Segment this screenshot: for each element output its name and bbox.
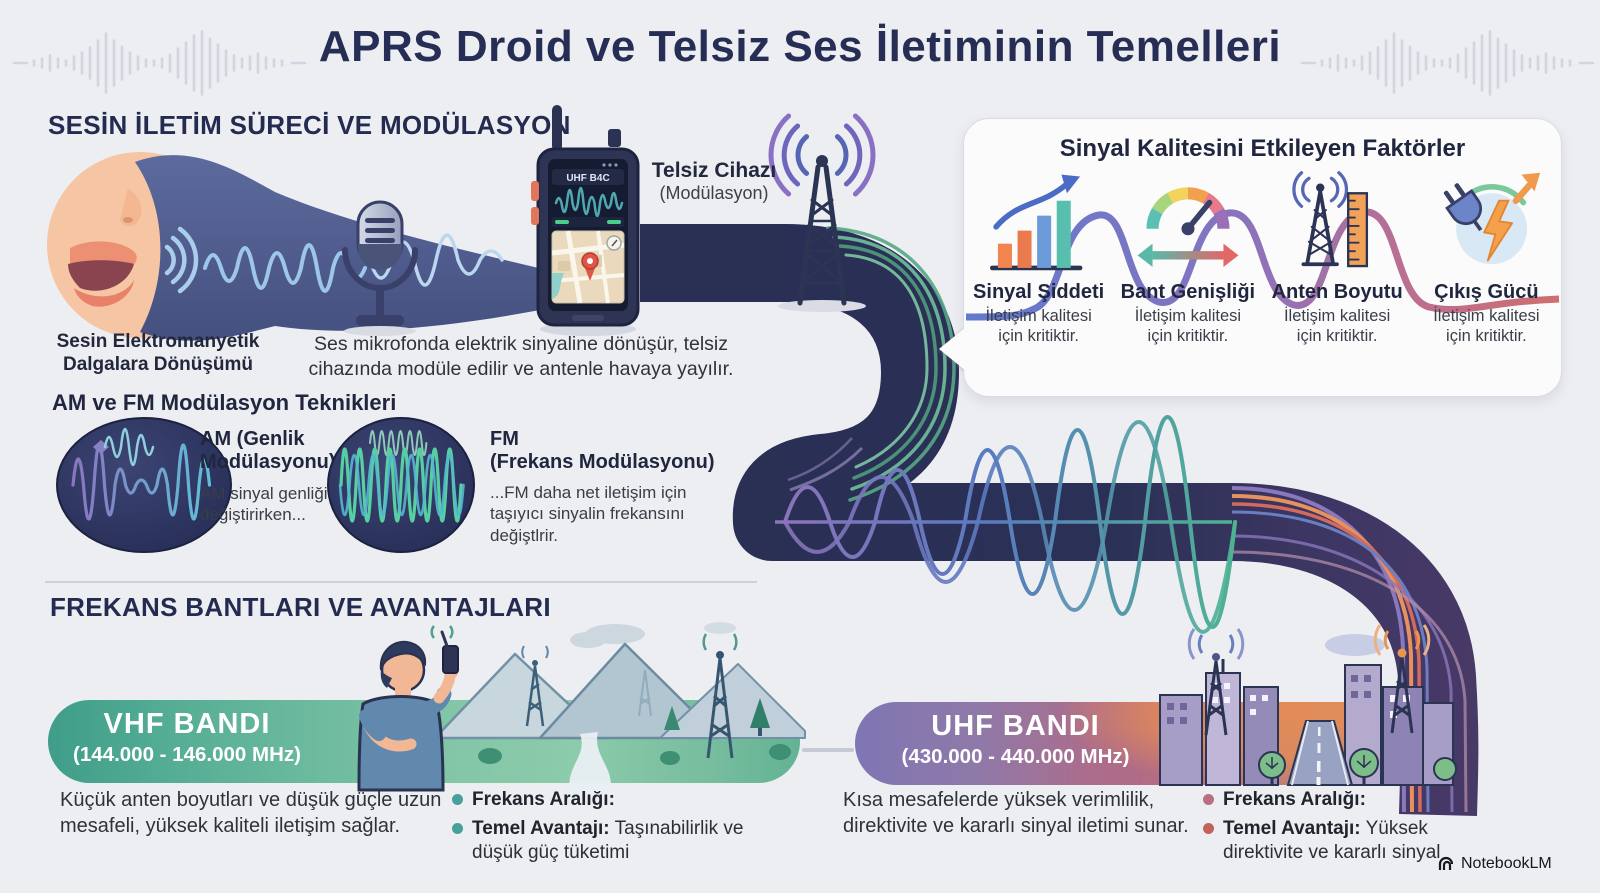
factors-title: Sinyal Kalitesini Etkileyen Faktörler [1059, 135, 1466, 162]
bullet-label: Temel Avantajı: [472, 817, 610, 839]
antenna-tower-icon [768, 113, 876, 312]
person-with-radio-illustration [357, 625, 459, 792]
audio-waveform-decoration-left [12, 30, 307, 96]
band-connector-line [802, 748, 854, 752]
vhf-range: (144.000 - 146.000 MHz) [73, 743, 301, 766]
ribbon-hook-stripes [787, 437, 864, 492]
page-title: APRS Droid ve Telsiz Ses İletiminin Teme… [318, 22, 1282, 71]
bullet-label: Temel Avantajı: [1223, 817, 1361, 839]
bullet-label: Frekans Aralığı: [1223, 789, 1366, 810]
upper-lip [70, 241, 137, 266]
factors-row: Sinyal Şiddeti İletişim kalitesi için kr… [964, 167, 1561, 346]
vhf-bullets: Frekans Aralığı: Temel Avantajı: Taşınabi… [452, 788, 787, 869]
uhf-bullet-advantage: Temel Avantajı: Yüksek direktivite ve kar… [1203, 817, 1508, 865]
am-modulation-icon [56, 417, 232, 553]
radio-device: UHF B4C [531, 105, 640, 336]
fm-title-line1: FM [490, 428, 519, 450]
radio-device-label: Telsiz Cihazı (Modülasyon) [644, 158, 784, 205]
notebooklm-logo-icon [1438, 856, 1454, 870]
bullet-dot [452, 794, 463, 805]
factor-label: Anten Boyutu [1271, 281, 1403, 303]
vhf-bullet-advantage: Temel Avantajı: Taşınabilirlik ve düşük g… [452, 817, 787, 865]
uhf-bullet-frequency: Frekans Aralığı: [1203, 788, 1508, 812]
vhf-name: VHF BANDI [103, 708, 271, 740]
output-power-icon [1444, 172, 1541, 265]
mouth-opening [68, 260, 134, 291]
bullet-text: Taşınabilirlik ve düşük güç tüketimi [472, 817, 744, 863]
panel-tail [939, 327, 966, 371]
transmission-section-heading: SESİN İLETİM SÜRECİ VE MODÜLASYON [48, 110, 571, 140]
uhf-range: (430.000 - 440.000 MHz) [901, 745, 1130, 768]
radio-label-sub: (Modülasyon) [659, 183, 769, 204]
bands-heading: FREKANS BANTLARI VE AVANTAJLARI [50, 592, 551, 622]
factor-caption: İletişim kalitesi için kritiktir. [1134, 307, 1242, 346]
factor-bandwidth: Bant Genişliği İletişim kalitesi için kr… [1117, 167, 1259, 346]
uhf-band-text: UHF BANDI (430.000 - 440.000 MHz) [868, 710, 1163, 769]
uhf-city-illustration [1159, 624, 1457, 786]
fm-modulation-icon [327, 417, 475, 553]
uhf-description: Kısa mesafelerde yüksek verimlilik, dire… [843, 789, 1189, 837]
bullet-dot [452, 822, 463, 834]
section-divider [45, 581, 757, 583]
radio-label-title: Telsiz Cihazı [651, 159, 777, 182]
bullet-label: Frekans Aralığı: [472, 789, 615, 810]
watermark-text: NotebookLM [1461, 855, 1552, 872]
radio-screen-label: UHF B4C [566, 173, 609, 184]
factor-label: Sinyal Şiddeti [973, 281, 1105, 303]
uhf-name: UHF BANDI [931, 710, 1100, 742]
sound-arcs [164, 226, 199, 294]
am-title-line2: Modülasyonu) [200, 451, 336, 473]
watermark: NotebookLM [1438, 855, 1552, 873]
modulation-heading: AM ve FM Modülasyon Teknikleri [52, 390, 397, 415]
vhf-description: Küçük anten boyutları ve düşük güçle uzu… [60, 789, 442, 837]
bullet-dot [1203, 822, 1214, 834]
fm-text-block: FM (Frekans Modülasyonu) ...FM daha net … [490, 428, 730, 546]
factor-caption: İletişim kalitesi için kritiktir. [985, 307, 1092, 346]
antenna-size-icon [1292, 171, 1369, 268]
tower-signal-arcs [768, 113, 876, 197]
vhf-band-text: VHF BANDI (144.000 - 146.000 MHz) [58, 708, 316, 767]
signal-strength-chart-icon [989, 174, 1083, 271]
audio-waveform-decoration-right [1300, 30, 1595, 96]
factor-antenna-size: Anten Boyutu İletişim kalitesi için krit… [1266, 167, 1408, 346]
am-caption: AM sinyal genliğini değiştirirken... [200, 484, 341, 525]
factor-output-power: Çıkış Gücü İletişim kalitesi için kritik… [1415, 167, 1557, 346]
microphone-caption: Ses mikrofonda elektrik sinyaline dönüşü… [308, 333, 734, 380]
vhf-bullet-frequency: Frekans Aralığı: [452, 788, 787, 812]
modulated-wave-2 [783, 420, 1238, 634]
sound-squiggle [203, 243, 367, 293]
lower-lip [74, 280, 134, 307]
screen-waveform [554, 186, 624, 218]
factor-caption: İletişim kalitesi için kritiktir. [1433, 307, 1540, 346]
fm-title-line2: (Frekans Modülasyonu) [490, 451, 715, 473]
factor-label: Çıkış Gücü [1434, 281, 1539, 303]
modulated-wave-1 [783, 415, 1237, 629]
bullet-text: Yüksek direktivite ve kararlı sinyal [1223, 817, 1441, 863]
microphone-icon [342, 200, 418, 336]
factor-label: Bant Genişliği [1120, 281, 1256, 303]
fm-caption: ...FM daha net iletişim için taşıyıcı si… [490, 483, 687, 545]
factor-caption: İletişim kalitesi için kritiktir. [1283, 307, 1391, 346]
factor-signal-strength: Sinyal Şiddeti İletişim kalitesi için kr… [968, 167, 1110, 346]
vhf-landscape-illustration [433, 622, 806, 793]
am-text-block: AM (Genlik Modülasyonu) AM sinyal genliğ… [200, 428, 375, 526]
bandwidth-gauge-icon [1137, 187, 1239, 267]
tower-structure [797, 164, 847, 306]
bullet-dot [1203, 794, 1214, 805]
signal-factors-panel: Sinyal Kalitesini Etkileyen Faktörler Si… [939, 118, 1562, 397]
nose [120, 188, 142, 227]
am-title-line1: AM (Genlik [200, 428, 305, 450]
mouth-caption: Sesin Elektromanyetik Dalgalara Dönüşümü [56, 331, 260, 376]
